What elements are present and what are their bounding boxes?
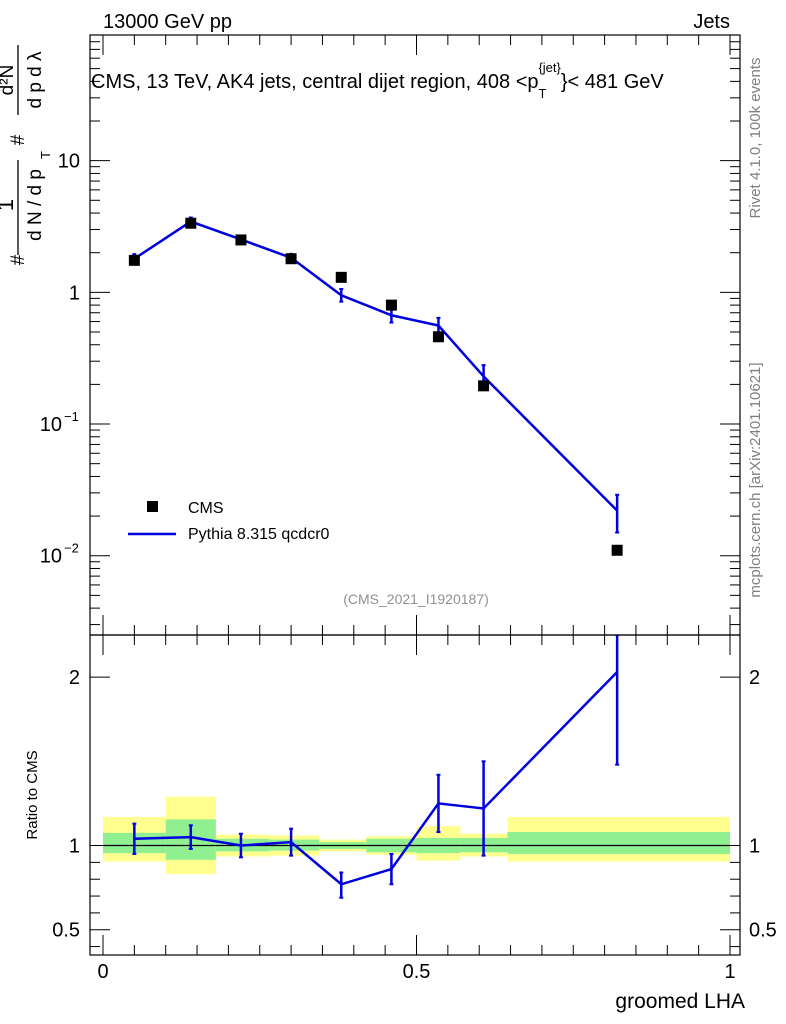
y-label-t-subscript: T bbox=[38, 151, 53, 159]
cms-data-point bbox=[128, 254, 140, 266]
ratio-y-tick-label-left: 1 bbox=[69, 836, 80, 858]
main-y-tick-exponent: −1 bbox=[64, 409, 79, 424]
header-category: Jets bbox=[693, 11, 730, 33]
cms-data-point bbox=[478, 380, 490, 392]
y-label-denominator-2: d p d λ bbox=[25, 51, 46, 109]
rivet-version-label: Rivet 4.1.0, 100k events bbox=[747, 58, 764, 219]
ratio-y-tick-label-left: 2 bbox=[69, 667, 80, 689]
ratio-band-inner bbox=[507, 832, 730, 854]
x-tick-label: 1 bbox=[724, 961, 735, 983]
y-label-denominator: d N / d p bbox=[25, 169, 46, 241]
cms-data-point bbox=[235, 234, 247, 246]
cms-data-point bbox=[385, 299, 397, 311]
main-y-tick-label: 10 bbox=[58, 151, 80, 173]
main-y-tick-exponent: −2 bbox=[64, 541, 79, 556]
x-axis-label: groomed LHA bbox=[615, 990, 745, 1013]
ratio-axis-ticks: 0.5 0.5 1 1 2 2 0 0.5 1 bbox=[52, 635, 777, 983]
cms-data-point bbox=[285, 253, 297, 265]
plot-title: CMS, 13 TeV, AK4 jets, central dijet reg… bbox=[91, 60, 664, 101]
cms-data-point bbox=[185, 217, 197, 229]
pythia-series-line bbox=[133, 220, 619, 512]
ratio-plot-panel: 0.5 0.5 1 1 2 2 0 0.5 1 Ratio to CMS groomed LHA bbox=[24, 634, 777, 1013]
y-label-one: 1 bbox=[0, 199, 18, 211]
ratio-plot-marks bbox=[132, 635, 620, 899]
main-y-axis-label: # 1 d N / d p T # d²N d p d λ bbox=[0, 45, 53, 265]
cms-data-point bbox=[611, 544, 623, 556]
legend-cms-marker bbox=[147, 501, 158, 512]
ratio-y-tick-label-right: 0.5 bbox=[749, 920, 777, 942]
analysis-id: (CMS_2021_I1920187) bbox=[343, 591, 489, 607]
legend-cms-label: CMS bbox=[188, 500, 224, 517]
x-tick-label: 0 bbox=[97, 961, 108, 983]
cms-data-point bbox=[335, 271, 347, 283]
main-y-tick-label: 1 bbox=[69, 282, 80, 304]
ratio-y-tick-label-right: 2 bbox=[749, 667, 760, 689]
y-label-hash: # bbox=[8, 254, 29, 265]
ratio-y-axis-label: Ratio to CMS bbox=[24, 750, 41, 839]
main-plot-marks bbox=[128, 216, 623, 556]
main-plot-frame bbox=[89, 34, 741, 636]
legend: CMS Pythia 8.315 qcdcr0 bbox=[128, 500, 330, 543]
mcplots-label: mcplots.cern.ch [arXiv:2401.10621] bbox=[747, 362, 764, 597]
ratio-y-tick-label-left: 0.5 bbox=[52, 920, 80, 942]
x-tick-label: 0.5 bbox=[403, 961, 431, 983]
y-label-numerator: d²N bbox=[0, 65, 18, 96]
legend-pythia-label: Pythia 8.315 qcdcr0 bbox=[188, 526, 330, 543]
main-y-tick-label: 10 bbox=[40, 414, 62, 436]
header-energy: 13000 GeV pp bbox=[103, 11, 232, 33]
cms-data-point bbox=[432, 331, 444, 343]
ratio-plot-frame bbox=[89, 634, 741, 956]
ratio-y-tick-label-right: 1 bbox=[749, 836, 760, 858]
y-label-hash-2: # bbox=[8, 134, 29, 145]
main-y-tick-label: 10 bbox=[40, 546, 62, 568]
